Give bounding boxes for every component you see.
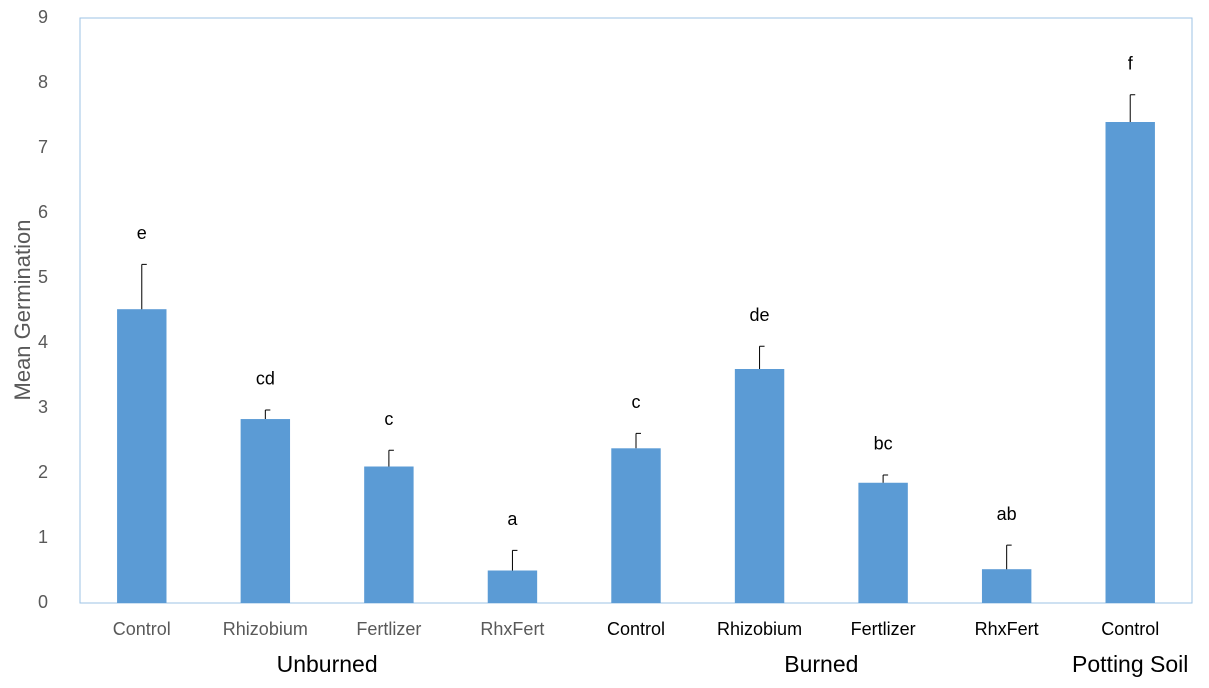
significance-letter: a (507, 509, 518, 529)
y-tick-label: 1 (38, 527, 48, 547)
x-tick-label: Control (607, 619, 665, 639)
y-tick-label: 4 (38, 332, 48, 352)
bar (364, 466, 414, 603)
bar (117, 309, 167, 603)
group-label: Unburned (277, 651, 378, 677)
bar (734, 369, 785, 603)
error-bar (1129, 94, 1136, 122)
y-tick-label: 5 (38, 267, 48, 287)
x-tick-label: Control (113, 619, 171, 639)
bar (981, 569, 1032, 603)
y-tick-label: 6 (38, 202, 48, 222)
x-tick-label: RhxFert (480, 619, 544, 639)
group-label: Potting Soil (1072, 651, 1188, 677)
significance-letter: c (384, 409, 393, 429)
y-tick-label: 0 (38, 592, 48, 612)
error-bar (511, 549, 518, 571)
significance-letter: e (137, 223, 147, 243)
significance-letter: c (632, 392, 641, 412)
significance-letter: bc (874, 434, 893, 454)
bar (487, 570, 538, 603)
significance-letter: ab (997, 504, 1017, 524)
significance-letter: de (750, 305, 770, 325)
bar (611, 448, 661, 603)
x-tick-label: Rhizobium (223, 619, 308, 639)
error-bar (264, 409, 271, 420)
significance-letter: f (1128, 53, 1134, 73)
y-tick-label: 2 (38, 462, 48, 482)
error-bar (141, 263, 147, 310)
y-tick-label: 9 (38, 7, 48, 27)
error-bar (388, 449, 394, 467)
error-bar (882, 474, 889, 483)
x-tick-label: Fertlizer (356, 619, 421, 639)
error-bar (635, 432, 641, 449)
x-tick-label: Control (1101, 619, 1159, 639)
error-bar (1006, 544, 1012, 570)
y-tick-label: 3 (38, 397, 48, 417)
group-label: Burned (784, 651, 858, 677)
y-tick-label: 8 (38, 72, 48, 92)
bar (1105, 122, 1155, 603)
x-tick-label: RhxFert (975, 619, 1039, 639)
x-tick-label: Fertlizer (851, 619, 916, 639)
error-bar (759, 345, 765, 369)
bar (240, 419, 291, 603)
y-axis-label: Mean Germination (10, 220, 35, 401)
x-tick-label: Rhizobium (717, 619, 802, 639)
significance-letter: cd (256, 369, 275, 389)
y-tick-label: 7 (38, 137, 48, 157)
bar (858, 482, 908, 603)
